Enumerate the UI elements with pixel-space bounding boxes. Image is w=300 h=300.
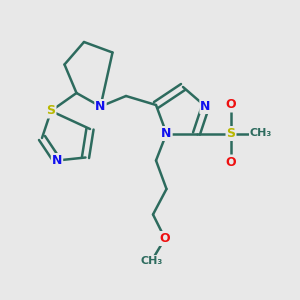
Text: N: N bbox=[52, 154, 62, 167]
Text: CH₃: CH₃ bbox=[250, 128, 272, 139]
Text: N: N bbox=[200, 100, 211, 113]
Text: O: O bbox=[226, 98, 236, 112]
Text: CH₃: CH₃ bbox=[140, 256, 163, 266]
Text: N: N bbox=[161, 127, 172, 140]
Text: O: O bbox=[226, 155, 236, 169]
Text: N: N bbox=[95, 100, 106, 113]
Text: O: O bbox=[160, 232, 170, 245]
Text: S: S bbox=[46, 104, 56, 118]
Text: S: S bbox=[226, 127, 236, 140]
